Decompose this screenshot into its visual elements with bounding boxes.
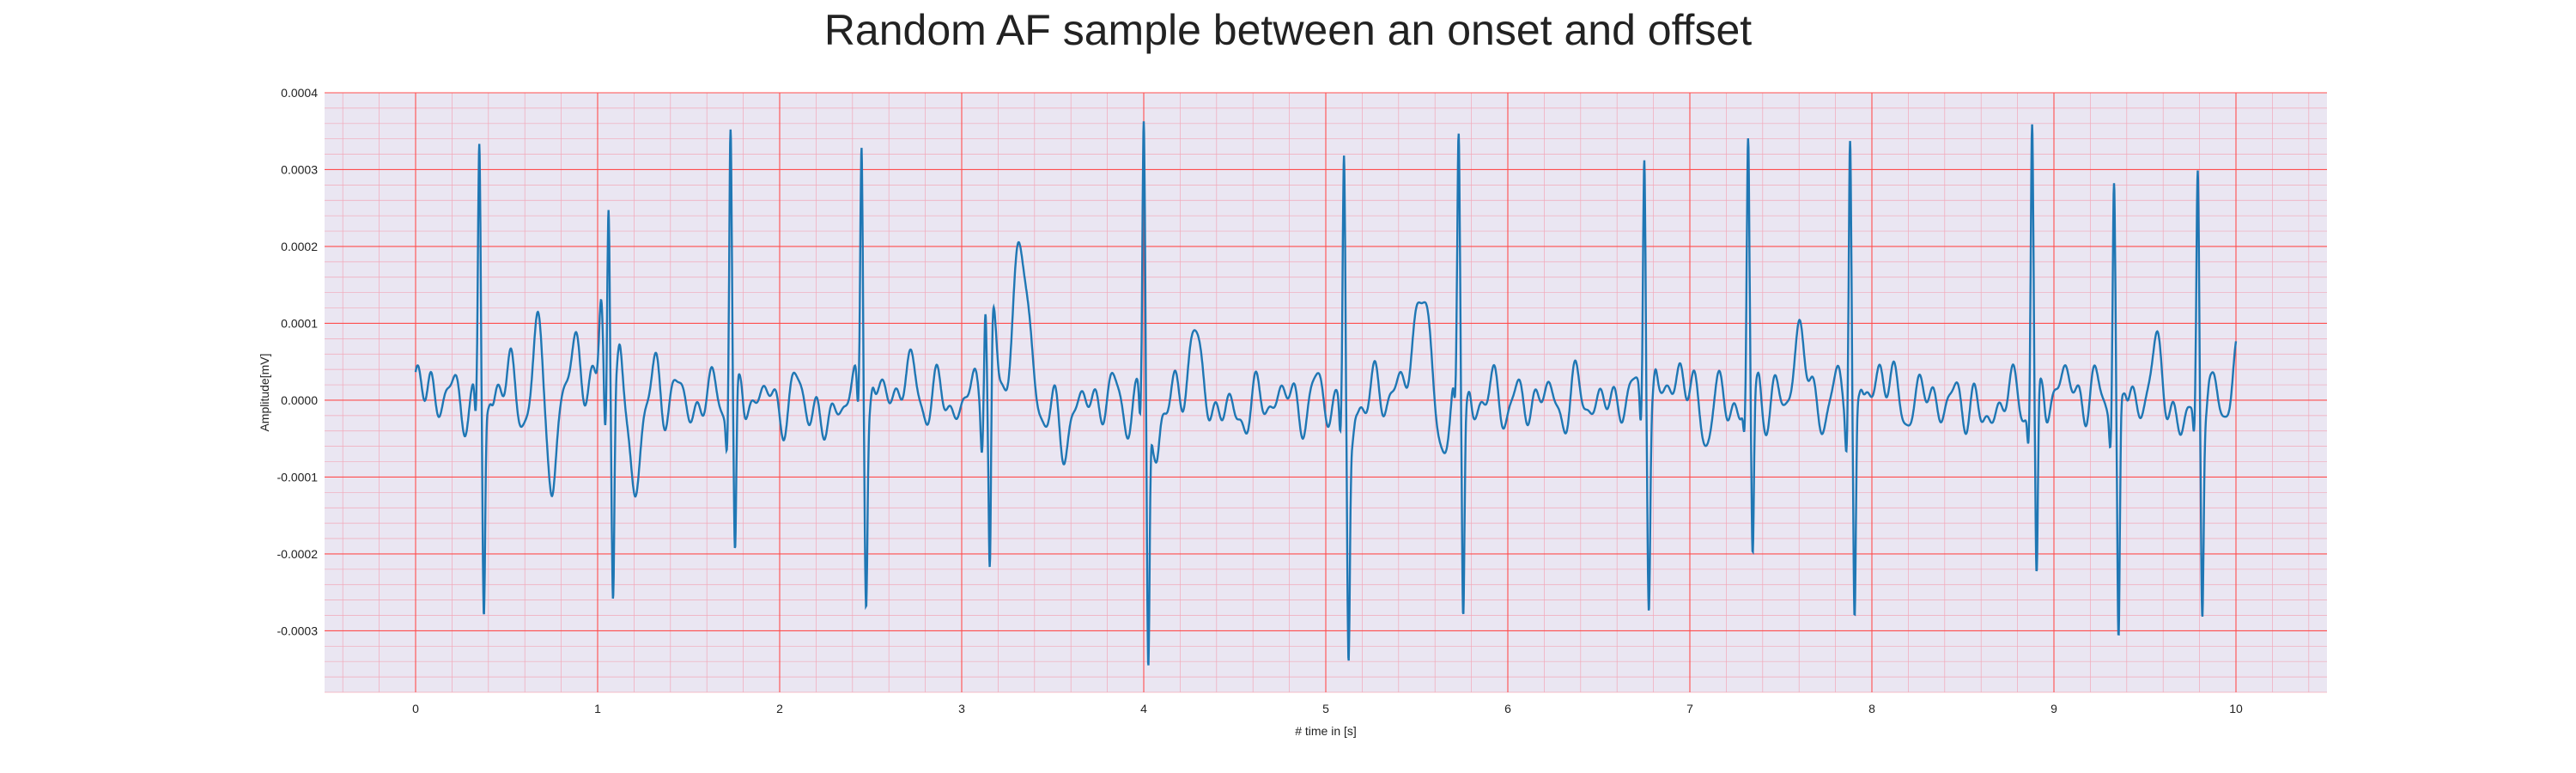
- y-tick-label: 0.0002: [281, 240, 318, 253]
- chart-title: Random AF sample between an onset and of…: [823, 6, 1753, 54]
- y-tick-label: 0.0004: [281, 86, 318, 100]
- y-tick-label: -0.0001: [277, 470, 319, 484]
- x-tick-label: 3: [958, 702, 965, 715]
- y-tick-label: -0.0003: [277, 624, 319, 637]
- x-tick-label: 6: [1504, 702, 1511, 715]
- x-tick-label: 2: [776, 702, 783, 715]
- x-tick-label: 10: [2229, 702, 2243, 715]
- x-tick-label: 5: [1322, 702, 1329, 715]
- major-grid: [325, 92, 2327, 692]
- y-tick-label: 0.0000: [281, 393, 318, 407]
- x-axis-label: # time in [s]: [1295, 724, 1357, 738]
- y-tick-label: 0.0003: [281, 162, 318, 176]
- x-tick-label: 9: [2050, 702, 2057, 715]
- x-tick-label: 0: [412, 702, 419, 715]
- x-tick-label: 7: [1686, 702, 1693, 715]
- x-tick-label: 8: [1868, 702, 1875, 715]
- x-tick-label: 1: [594, 702, 601, 715]
- y-axis-label: Amplitude[mV]: [258, 353, 271, 431]
- y-tick-label: 0.0001: [281, 316, 318, 330]
- x-axis-ticks: 0 1 2 3 4 5 6 7 8 9 10: [412, 702, 2243, 715]
- ecg-signal-line: [414, 121, 2238, 666]
- y-axis-ticks: 0.0004 0.0003 0.0002 0.0001 0.0000 -0.0001 -0.…: [277, 86, 319, 637]
- x-tick-label: 4: [1140, 702, 1147, 715]
- y-tick-label: -0.0002: [277, 547, 319, 561]
